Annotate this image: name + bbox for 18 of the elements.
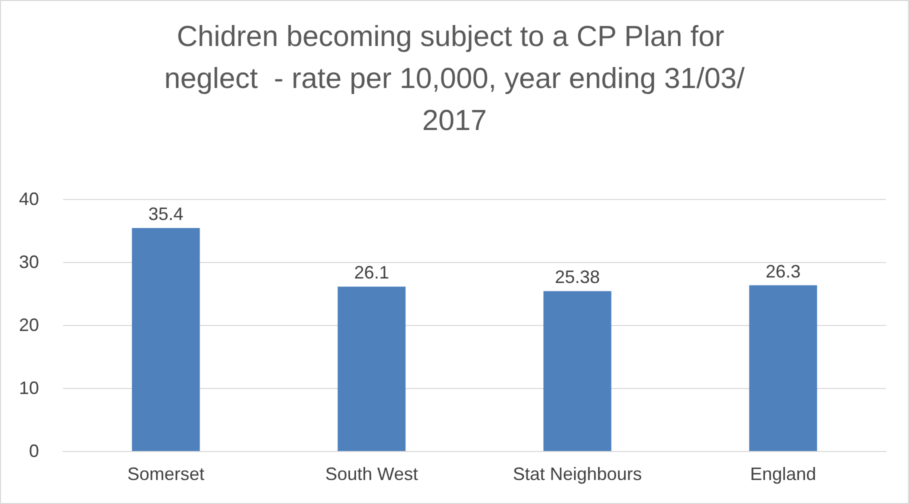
bar [543,291,612,451]
data-label: 26.3 [766,261,801,282]
data-label: 25.38 [554,267,600,288]
data-label: 26.1 [354,262,390,283]
data-label: 35.4 [148,204,184,224]
bar [338,286,406,451]
x-tick-label: Stat Neighbours [512,464,642,484]
bar [132,228,200,451]
x-tick-label: England [750,464,816,484]
y-tick-label: 40 [18,189,39,209]
x-tick-label: Somerset [127,464,204,484]
y-tick-label: 0 [28,441,39,461]
x-tick-label: South West [325,464,418,484]
y-tick-label: 20 [18,315,39,335]
y-tick-label: 10 [18,378,39,398]
y-tick-label: 30 [18,252,39,272]
chart-title: Chidren becoming subject to a CP Plan for neglect - rate per 10,000, year ending 31/03/2017 [164,21,746,137]
bar [749,285,818,451]
